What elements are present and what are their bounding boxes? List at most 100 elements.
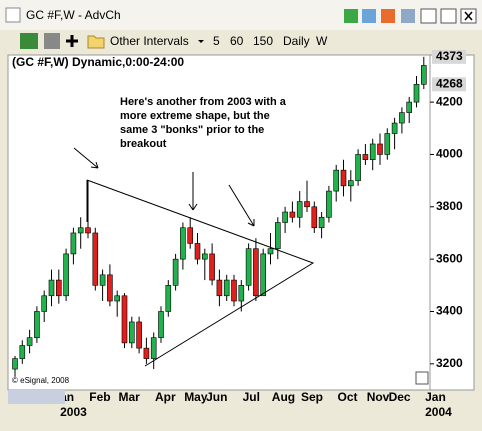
candle-body (413, 84, 420, 103)
candle-body (55, 279, 62, 297)
candle-body (187, 227, 193, 244)
candle-body (77, 227, 84, 234)
candle-body (209, 253, 215, 281)
toolbar-item[interactable]: 5 (213, 34, 220, 48)
candle-body (238, 285, 245, 302)
candle-body (391, 122, 398, 134)
maximize-button[interactable] (440, 8, 457, 24)
y-tick-label: 4200 (436, 94, 463, 108)
candle-body (202, 253, 208, 260)
candle-body (340, 169, 347, 187)
sync-icon[interactable] (344, 9, 358, 23)
x-tick-label: May (184, 390, 208, 404)
candle-body (136, 321, 142, 349)
x-tick-label: Jun (206, 390, 227, 404)
annotation-line: breakout (120, 138, 167, 150)
candle-body (34, 311, 40, 338)
toolbar-item[interactable]: Other Intervals (110, 34, 189, 48)
chart-header: (GC #F,W) Dynamic,0:00-24:00 (12, 55, 184, 69)
candle-body (347, 180, 354, 187)
y-tick-label: 3800 (436, 199, 463, 213)
y-tick-label: 4000 (436, 147, 463, 161)
candle-body (274, 222, 281, 249)
toolbar-item[interactable]: Daily (283, 34, 310, 48)
x-tick-label: Apr (155, 390, 176, 404)
candle-body (194, 243, 201, 260)
candle-body (121, 295, 128, 344)
y-tick-label: 3600 (436, 251, 463, 265)
year-label: 2004 (425, 405, 452, 419)
candle-body (318, 216, 325, 229)
candle-body (267, 248, 274, 255)
dropdown-arrow[interactable] (198, 40, 204, 43)
close-glyph (464, 11, 473, 21)
candle-body (245, 248, 252, 286)
candle-body (70, 232, 77, 255)
candle-body (114, 295, 120, 302)
copyright: © eSignal, 2008 (12, 376, 70, 385)
candle-body (296, 201, 303, 218)
candle-body (150, 337, 157, 359)
candle-body (165, 285, 172, 312)
candle-body (420, 65, 427, 85)
candle-body (107, 274, 113, 302)
candle-body (399, 112, 405, 124)
x-tick-label: Sep (301, 390, 323, 404)
plot: 3200340036003800400042004373426812/09/02… (11, 49, 466, 419)
candle-body (369, 143, 376, 160)
candle-body (143, 347, 150, 359)
link-icon[interactable] (362, 9, 376, 23)
y-tick-label: 3200 (436, 356, 463, 370)
toolbar-item[interactable]: W (316, 34, 328, 48)
candle-body (333, 169, 340, 192)
y-tick-label: 3400 (436, 304, 463, 318)
x-tick-label: Mar (119, 390, 141, 404)
candle-body (41, 295, 48, 312)
candle-body (355, 154, 361, 181)
price-marker-box (432, 49, 466, 64)
candle-body (260, 253, 267, 297)
candle-body (19, 345, 26, 359)
x-tick-label: Aug (272, 390, 295, 404)
candle-body (289, 211, 296, 218)
candle-body (172, 258, 179, 286)
toolbar-symbol-icon[interactable] (44, 33, 60, 49)
minimize-button[interactable] (420, 8, 437, 24)
candle-body (362, 154, 369, 160)
x-tick-label: Feb (89, 390, 110, 404)
folder-icon[interactable] (87, 35, 105, 49)
triangle-lines (86, 179, 315, 367)
settings-icon[interactable] (401, 9, 415, 23)
candle-body (384, 133, 391, 155)
arrows (73, 147, 255, 227)
candle-body (406, 101, 413, 113)
candle-body (253, 248, 259, 297)
toolbar-link-icon[interactable] (20, 33, 38, 49)
scroll-end-button[interactable] (415, 371, 429, 385)
candle-body (216, 279, 223, 297)
window-title: GC #F,W - AdvCh (26, 8, 121, 22)
candle-body (223, 279, 230, 297)
price-marker-box (432, 77, 466, 92)
cursor-icon[interactable] (381, 9, 395, 23)
candle-body (48, 279, 55, 297)
candle-body (158, 311, 164, 338)
x-tick-label: Jan (425, 390, 446, 404)
toolbar-item[interactable]: 60 (230, 34, 244, 48)
add-icon[interactable] (66, 35, 78, 47)
toolbar-item[interactable]: 150 (253, 34, 273, 48)
annotation-line: same 3 "bonks" prior to the (120, 124, 264, 136)
price-marker-label: 4373 (436, 49, 463, 63)
x-tick-label: Nov (367, 390, 390, 404)
candle-body (326, 190, 332, 218)
candle-body (231, 279, 237, 302)
annotation: Here's another from 2003 with a more extr… (120, 96, 287, 150)
date-cursor-box (8, 390, 65, 404)
candle-body (85, 227, 91, 234)
x-tick-label: Dec (389, 390, 411, 404)
x-tick-label: Jul (243, 390, 260, 404)
candle-body (99, 274, 106, 286)
annotation-line: Here's another from 2003 with a (120, 96, 287, 108)
candle-body (26, 337, 33, 346)
